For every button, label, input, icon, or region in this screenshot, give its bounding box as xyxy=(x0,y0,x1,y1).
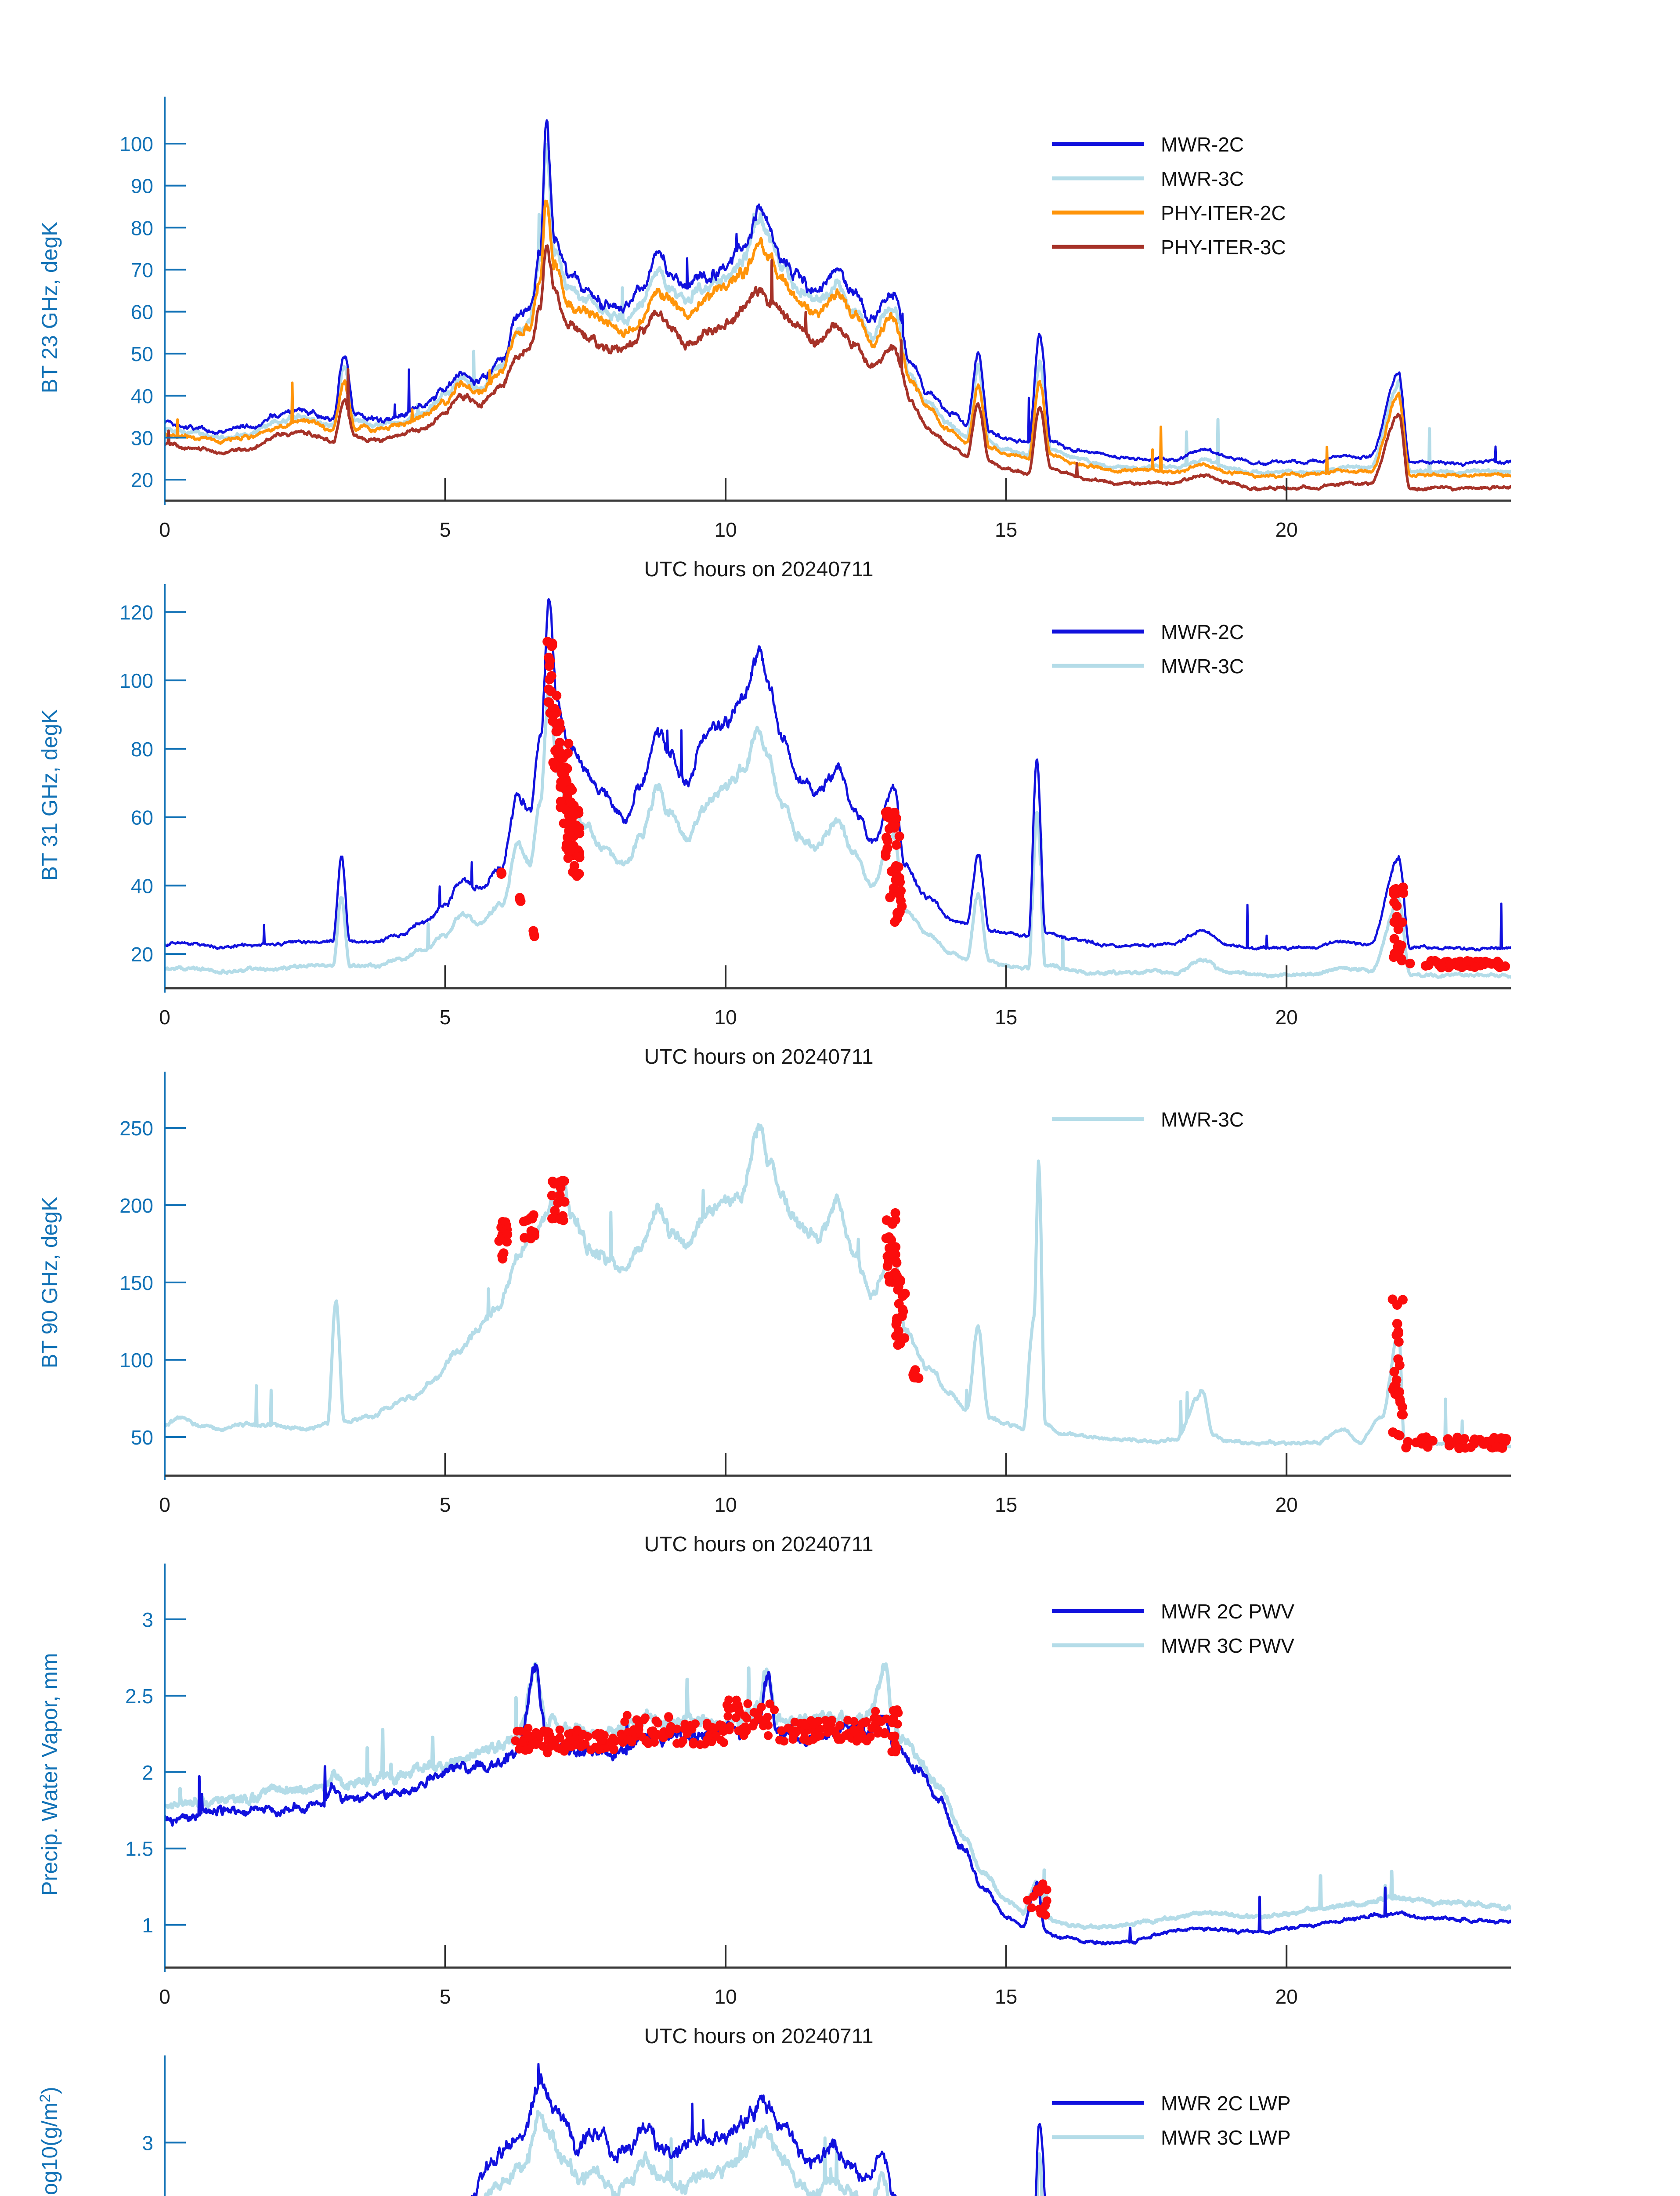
trace-mwr-2c xyxy=(165,119,1511,467)
flagged-data-markers xyxy=(511,1695,1051,1920)
trace-mwr-3c xyxy=(165,1123,1511,1448)
trace-mwr-3c xyxy=(165,143,1511,477)
x-tick-label: 15 xyxy=(995,1985,1017,2008)
y-tick-label: 1.5 xyxy=(125,1838,153,1860)
y-tick-label: 80 xyxy=(131,217,153,239)
y-axis-title: BT 90 GHz, degK xyxy=(37,1197,62,1369)
x-axis-title: UTC hours on 20240711 xyxy=(644,2025,873,2047)
y-tick-label: 20 xyxy=(131,469,153,491)
y-tick-label: 3 xyxy=(142,2131,153,2154)
legend-label: MWR-3C xyxy=(1161,655,1244,678)
x-tick-label: 0 xyxy=(159,1006,170,1029)
y-tick-label: 2 xyxy=(142,1761,153,1784)
y-tick-label: 150 xyxy=(119,1271,153,1294)
y-tick-label: 50 xyxy=(131,1426,153,1449)
plot-area-panel-pwv: 1 1.5 2 2.5 3 0 5 10 15 20 UTC hours on 20240711 Pr… xyxy=(37,1564,1511,2047)
y-tick-label: 60 xyxy=(131,806,153,829)
chart-panel-3: 50 100 150 200 250 0 5 10 15 20 UTC hours on 20240… xyxy=(0,1063,1680,1555)
flagged-data-markers xyxy=(494,1176,1511,1453)
chart-panel-4: 1 1.5 2 2.5 3 0 5 10 15 20 UTC hours on 20240711 Pr… xyxy=(0,1555,1680,2047)
y-tick-label: 70 xyxy=(131,259,153,282)
x-axis-title: UTC hours on 20240711 xyxy=(644,558,873,580)
legend-label: MWR 2C PWV xyxy=(1161,1600,1294,1623)
trace-mwr-2c-lwp xyxy=(470,2062,1046,2196)
trace-mwr-2c-pwv xyxy=(165,1663,1511,1946)
y-axis-title: BT 31 GHz, degK xyxy=(37,709,62,881)
x-tick-label: 5 xyxy=(440,518,451,541)
legend-label: MWR-3C xyxy=(1161,1108,1244,1131)
y-tick-label: 3 xyxy=(142,1608,153,1631)
legend: MWR 2C PWV MWR 3C PWV xyxy=(1052,1600,1294,1657)
x-tick-label: 5 xyxy=(440,1006,451,1029)
series-group xyxy=(165,1123,1511,1453)
x-tick-label: 20 xyxy=(1275,1985,1298,2008)
trace-mwr-3c-lwp xyxy=(484,2109,1044,2196)
legend-label: MWR-2C xyxy=(1161,133,1244,156)
legend-label: MWR-3C xyxy=(1161,167,1244,190)
y-tick-label: 90 xyxy=(131,175,153,198)
y-tick-label: 250 xyxy=(119,1117,153,1140)
y-tick-label: 120 xyxy=(119,601,153,624)
legend-label: PHY-ITER-3C xyxy=(1161,236,1286,259)
y-tick-label: 2.5 xyxy=(125,1685,153,1708)
x-tick-label: 0 xyxy=(159,1493,170,1516)
x-tick-label: 10 xyxy=(714,1006,737,1029)
series-group xyxy=(165,598,1511,979)
legend: MWR-2C MWR-3C xyxy=(1052,621,1244,678)
x-tick-label: 0 xyxy=(159,1985,170,2008)
trace-mwr-3c xyxy=(165,689,1511,979)
x-axis-title: UTC hours on 20240711 xyxy=(644,1045,873,1067)
x-tick-label: 5 xyxy=(440,1985,451,2008)
trace-mwr-2c xyxy=(165,598,1511,952)
x-tick-label: 20 xyxy=(1275,1006,1298,1029)
x-tick-label: 15 xyxy=(995,518,1017,541)
legend-label: PHY-ITER-2C xyxy=(1161,202,1286,224)
chart-panel-2: 20 40 60 80 100 120 0 5 10 15 20 UTC hours on 20240… xyxy=(0,575,1680,1067)
trace-phy-iter-2c xyxy=(165,199,1511,479)
y-tick-label: 40 xyxy=(131,874,153,897)
y-tick-label: 200 xyxy=(119,1194,153,1217)
y-tick-label: 80 xyxy=(131,738,153,761)
plot-area-panel-bt31: 20 40 60 80 100 120 0 5 10 15 20 UTC hours on 20240… xyxy=(37,584,1511,1067)
series-group xyxy=(165,119,1511,492)
x-tick-label: 10 xyxy=(714,518,737,541)
chart-panel-1: 20 30 40 50 60 70 80 90 100 0 5 10 15 20 UTC hours on … xyxy=(0,88,1680,580)
y-axis-title: Precip. Water Vapor, mm xyxy=(37,1653,62,1896)
x-tick-label: 5 xyxy=(440,1493,451,1516)
y-tick-label: 50 xyxy=(131,343,153,365)
legend: MWR-3C xyxy=(1052,1108,1244,1131)
y-tick-label: 100 xyxy=(119,669,153,692)
x-tick-label: 0 xyxy=(159,518,170,541)
x-tick-label: 10 xyxy=(714,1985,737,2008)
legend-label: MWR-2C xyxy=(1161,621,1244,643)
y-tick-label: 100 xyxy=(119,1349,153,1372)
y-tick-label: 60 xyxy=(131,301,153,324)
y-tick-label: 30 xyxy=(131,427,153,450)
y-tick-label: 40 xyxy=(131,385,153,408)
plot-area-panel-bt90: 50 100 150 200 250 0 5 10 15 20 UTC hours on 20240… xyxy=(37,1072,1511,1555)
series-group xyxy=(470,2062,1046,2196)
x-tick-label: 20 xyxy=(1275,518,1298,541)
legend-label: MWR 3C PWV xyxy=(1161,1634,1294,1657)
x-tick-label: 15 xyxy=(995,1493,1017,1516)
x-tick-label: 10 xyxy=(714,1493,737,1516)
x-axis-title: UTC hours on 20240711 xyxy=(644,1533,873,1555)
flagged-data-markers xyxy=(496,636,1510,972)
legend: MWR 2C LWP MWR 3C LWP xyxy=(1052,2092,1291,2149)
legend: MWR-2C MWR-3C PHY-ITER-2C PHY-ITER-3C xyxy=(1052,133,1286,259)
x-tick-label: 20 xyxy=(1275,1493,1298,1516)
y-tick-label: 100 xyxy=(119,133,153,155)
y-axis-title: log10 Liquid Water Path, log10(g/m2) xyxy=(37,2087,62,2196)
legend-label: MWR 3C LWP xyxy=(1161,2126,1291,2149)
y-tick-label: 1 xyxy=(142,1914,153,1937)
x-tick-label: 15 xyxy=(995,1006,1017,1029)
series-group xyxy=(165,1661,1511,1946)
y-axis-title: BT 23 GHz, degK xyxy=(37,222,62,394)
legend-label: MWR 2C LWP xyxy=(1161,2092,1291,2115)
plot-area-panel-bt23: 20 30 40 50 60 70 80 90 100 0 5 10 15 20 UTC hours on … xyxy=(37,97,1511,580)
y-tick-label: 20 xyxy=(131,943,153,966)
